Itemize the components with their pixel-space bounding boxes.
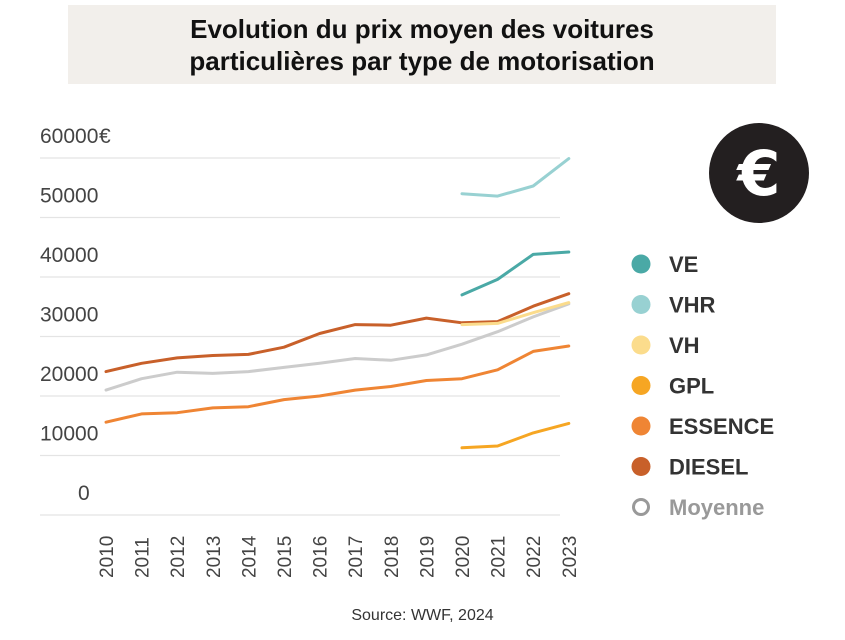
x-tick-label: 2017	[346, 536, 367, 578]
series-line-essence	[104, 344, 571, 424]
y-tick-label: 0	[78, 482, 90, 505]
legend-marker-moyenne	[632, 498, 650, 516]
legend-marker-diesel	[631, 457, 651, 476]
chart-title-line-2: particulières par type de motorisation	[189, 45, 655, 76]
y-tick-label: 60000	[40, 125, 98, 148]
x-tick-label: 2022	[524, 536, 545, 578]
legend-label-gpl: GPL	[669, 374, 714, 399]
x-tick-label: 2018	[382, 536, 403, 578]
y-tick-label: 40000	[40, 244, 98, 267]
series-line-vhr	[460, 157, 571, 198]
x-tick-label: 2013	[204, 536, 225, 578]
y-tick-label: 30000	[40, 304, 98, 327]
x-tick-label: 2011	[133, 537, 154, 578]
legend-marker-vhr	[631, 295, 651, 314]
x-tick-label: 2021	[489, 536, 510, 578]
series-line-moyenne	[104, 302, 571, 392]
x-tick-label: 2012	[168, 536, 189, 578]
series-line-ve	[460, 250, 571, 297]
x-tick-label: 2023	[560, 536, 581, 578]
x-tick-label: 2016	[311, 536, 332, 578]
legend-marker-essence	[631, 416, 651, 436]
x-tick-label: 2010	[97, 536, 118, 578]
title-box: Evolution du prix moyen des voitures par…	[68, 5, 776, 84]
legend: VE VHR VH GPL ESSENCE DIESEL Moyenne	[631, 252, 774, 520]
y-unit-label: €	[99, 125, 111, 148]
y-tick-label: 20000	[40, 363, 98, 386]
x-tick-label: 2015	[275, 536, 296, 578]
y-tick-label: 10000	[40, 423, 98, 446]
legend-label-essence: ESSENCE	[669, 414, 774, 439]
legend-marker-ve	[631, 254, 651, 274]
x-tick-label: 2019	[417, 536, 438, 578]
y-tick-label: 50000	[40, 185, 98, 208]
legend-label-vh: VH	[669, 333, 700, 358]
series-line-diesel	[104, 292, 571, 374]
series-line-vh	[460, 301, 571, 327]
x-tick-label: 2014	[239, 535, 260, 578]
legend-label-diesel: DIESEL	[669, 455, 748, 480]
series-line-gpl	[460, 421, 571, 450]
legend-label-vhr: VHR	[669, 293, 716, 318]
x-axis-ticks: 2010 2011 2012 2013 2014 2015 2016 2017 2018 2019…	[97, 535, 581, 578]
legend-label-moyenne: Moyenne	[669, 495, 764, 520]
source-note: Source: WWF, 2024	[351, 607, 494, 624]
y-axis-ticks: 0 10000 20000 30000 40000 50000 60000	[40, 125, 98, 505]
euro-icon: €	[709, 123, 809, 223]
legend-marker-gpl	[631, 376, 651, 395]
gridlines	[40, 157, 560, 516]
legend-label-ve: VE	[669, 252, 698, 277]
legend-marker-vh	[631, 335, 651, 355]
x-tick-label: 2020	[453, 536, 474, 578]
series-lines	[104, 157, 571, 450]
chart-title-line-1: Evolution du prix moyen des voitures	[190, 13, 654, 44]
